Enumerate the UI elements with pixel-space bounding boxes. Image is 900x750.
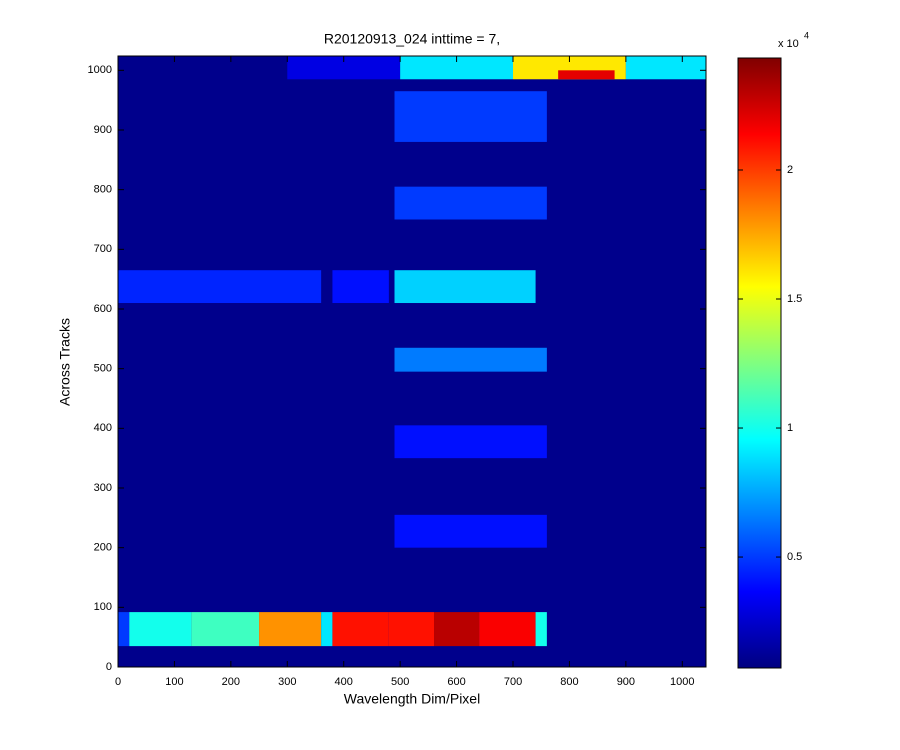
heatmap-cell: [394, 347, 547, 372]
y-tick-label: 600: [94, 303, 112, 315]
heatmap-cell: [191, 612, 260, 647]
heatmap-cell: [332, 270, 389, 304]
heatmap-cell: [394, 425, 547, 459]
y-tick-label: 1000: [88, 64, 112, 76]
plot-frame: [117, 55, 707, 668]
colorbar-tick-label: 1: [787, 422, 793, 434]
colorbar-tick-label: 2: [787, 164, 793, 176]
heatmap-cell: [259, 612, 322, 647]
heatmap-cell: [394, 186, 547, 220]
x-tick-label: 700: [504, 676, 522, 688]
heatmap-cell: [321, 612, 333, 647]
heatmap-cell: [625, 56, 706, 80]
heatmap-cell: [287, 56, 401, 80]
y-tick-label: 700: [94, 243, 112, 255]
colorbar-tick-label: 0.5: [787, 551, 802, 563]
y-tick-label: 400: [94, 422, 112, 434]
y-axis-label: Across Tracks: [57, 318, 73, 406]
y-tick-label: 200: [94, 542, 112, 554]
colorbar-tick-label: 1.5: [787, 293, 802, 305]
y-tick-label: 100: [94, 601, 112, 613]
heatmap-cell: [558, 70, 615, 80]
x-tick-label: 500: [391, 676, 409, 688]
x-axis-label: Wavelength Dim/Pixel: [344, 691, 480, 707]
heatmap-cell: [388, 612, 435, 647]
colorbar: [737, 57, 782, 669]
heatmap-cell: [129, 612, 192, 647]
colorbar-exponent: 4: [804, 30, 809, 40]
x-tick-label: 200: [222, 676, 240, 688]
x-tick-label: 600: [447, 676, 465, 688]
x-tick-label: 0: [115, 676, 121, 688]
heatmap-cell: [118, 270, 322, 304]
x-tick-label: 100: [165, 676, 183, 688]
x-tick-label: 400: [335, 676, 353, 688]
y-tick-label: 800: [94, 184, 112, 196]
colorbar-multiplier: x 10: [778, 38, 799, 50]
x-tick-label: 900: [617, 676, 635, 688]
y-tick-label: 300: [94, 482, 112, 494]
heatmap-cell: [394, 514, 547, 548]
y-tick-label: 500: [94, 363, 112, 375]
heatmap-cell: [479, 612, 536, 647]
y-tick-label: 900: [94, 124, 112, 136]
heatmap-cell: [118, 612, 130, 647]
x-tick-label: 300: [278, 676, 296, 688]
heatmap-cell: [332, 612, 389, 647]
heatmap-cell: [394, 91, 547, 142]
heatmap-cell: [400, 56, 514, 80]
x-tick-label: 1000: [670, 676, 694, 688]
y-tick-label: 0: [106, 661, 112, 673]
heatmap-cell: [434, 612, 480, 647]
heatmap-cell: [394, 270, 536, 304]
x-tick-label: 800: [560, 676, 578, 688]
heatmap-cell: [535, 612, 547, 647]
chart-title: R20120913_024 inttime = 7,: [324, 31, 500, 47]
